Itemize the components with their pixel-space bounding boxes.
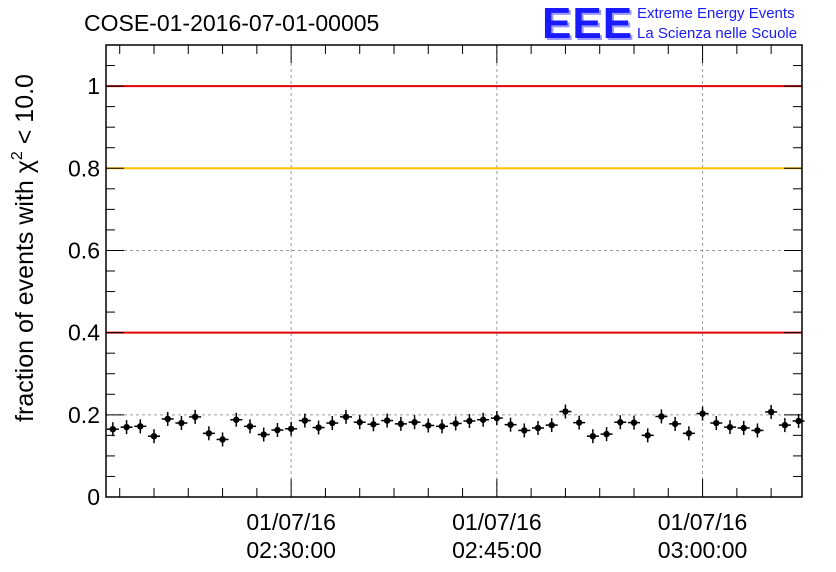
- data-point-0-47: [751, 423, 764, 438]
- data-point-0-13: [285, 421, 298, 436]
- data-point-0-3: [148, 429, 160, 444]
- logo-mark: EEE: [542, 0, 634, 48]
- logo-line-1: Extreme Energy Events: [637, 5, 795, 22]
- data-point-0-17: [340, 409, 352, 424]
- data-point-0-45: [724, 420, 736, 435]
- data-point-0-9: [230, 412, 243, 427]
- data-point-0-2: [134, 419, 147, 434]
- data-point-0-38: [628, 415, 640, 430]
- data-point-0-30: [518, 423, 531, 438]
- eee-logo: EEE Extreme Energy Events La Scienza nel…: [542, 2, 832, 46]
- data-point-0-18: [353, 415, 366, 430]
- data-point-0-49: [778, 418, 791, 433]
- data-point-0-26: [463, 413, 476, 428]
- x-tick-label-date-1: 01/07/16: [452, 509, 542, 535]
- data-point-0-46: [737, 420, 750, 435]
- data-point-0-33: [559, 404, 572, 419]
- data-point-0-0: [106, 422, 119, 437]
- grid-lines: [106, 45, 802, 497]
- data-point-0-35: [586, 429, 599, 444]
- data-point-0-48: [765, 404, 778, 419]
- y-axis-label: fraction of events with χ2 < 10.0: [9, 74, 39, 422]
- data-point-0-39: [641, 428, 654, 443]
- x-tick-label-time-0: 02:30:00: [246, 537, 336, 563]
- axis-ticks: [106, 44, 802, 498]
- data-point-0-37: [614, 415, 627, 430]
- data-point-0-28: [490, 411, 503, 426]
- data-point-0-31: [532, 420, 544, 435]
- data-point-0-4: [161, 411, 174, 426]
- data-point-0-34: [573, 415, 586, 430]
- data-points: [106, 404, 805, 447]
- data-point-0-21: [394, 416, 407, 431]
- logo-line-2: La Scienza nelle Scuole: [637, 25, 798, 42]
- data-point-0-29: [504, 417, 517, 432]
- data-point-0-36: [600, 427, 613, 442]
- x-tick-label-time-1: 02:45:00: [452, 537, 542, 563]
- y-tick-label-2: 0.4: [68, 320, 100, 346]
- x-tick-labels: 01/07/1602:30:0001/07/1602:45:0001/07/16…: [246, 509, 747, 563]
- y-tick-label-1: 0.2: [68, 402, 100, 428]
- reference-lines: [106, 85, 802, 334]
- data-point-0-27: [477, 412, 490, 427]
- data-point-0-20: [381, 413, 394, 428]
- data-point-0-1: [120, 420, 133, 435]
- data-point-0-12: [271, 423, 284, 438]
- y-tick-label-0: 0: [87, 484, 100, 510]
- data-point-0-5: [175, 416, 188, 431]
- y-axis-label-sup: 2: [9, 151, 26, 160]
- data-point-0-14: [298, 413, 311, 428]
- data-point-0-40: [655, 409, 668, 424]
- data-point-0-7: [202, 426, 215, 441]
- data-point-0-44: [710, 416, 723, 431]
- y-tick-label-5: 1: [87, 73, 100, 99]
- data-point-0-32: [545, 418, 558, 433]
- data-point-0-11: [257, 427, 270, 442]
- data-point-0-25: [449, 416, 462, 431]
- data-point-0-16: [326, 416, 339, 431]
- y-tick-label-3: 0.6: [68, 237, 100, 263]
- plot-frame: [105, 44, 803, 498]
- x-tick-label-date-0: 01/07/16: [246, 509, 336, 535]
- data-point-0-24: [436, 419, 448, 434]
- y-tick-labels: 0 0.2 0.4 0.6 0.8 1: [68, 73, 100, 510]
- y-axis-label-symbol: χ: [11, 160, 39, 173]
- x-tick-label-date-2: 01/07/16: [658, 509, 748, 535]
- data-point-0-42: [682, 426, 695, 441]
- y-axis-label-suffix: < 10.0: [11, 74, 39, 151]
- data-point-0-41: [669, 416, 682, 431]
- x-tick-label-time-2: 03:00:00: [658, 537, 748, 563]
- y-axis-label-prefix: fraction of events with: [11, 173, 39, 422]
- y-tick-label-4: 0.8: [68, 155, 100, 181]
- data-point-0-8: [216, 432, 229, 447]
- data-point-0-23: [422, 418, 435, 433]
- chart-title: COSE-01-2016-07-01-00005: [84, 10, 380, 36]
- data-point-0-50: [792, 413, 805, 428]
- data-point-0-10: [244, 419, 256, 434]
- data-point-0-19: [367, 417, 380, 432]
- data-point-0-22: [408, 415, 421, 430]
- data-point-0-43: [696, 406, 709, 421]
- data-point-0-6: [189, 409, 202, 424]
- data-point-0-15: [312, 420, 325, 435]
